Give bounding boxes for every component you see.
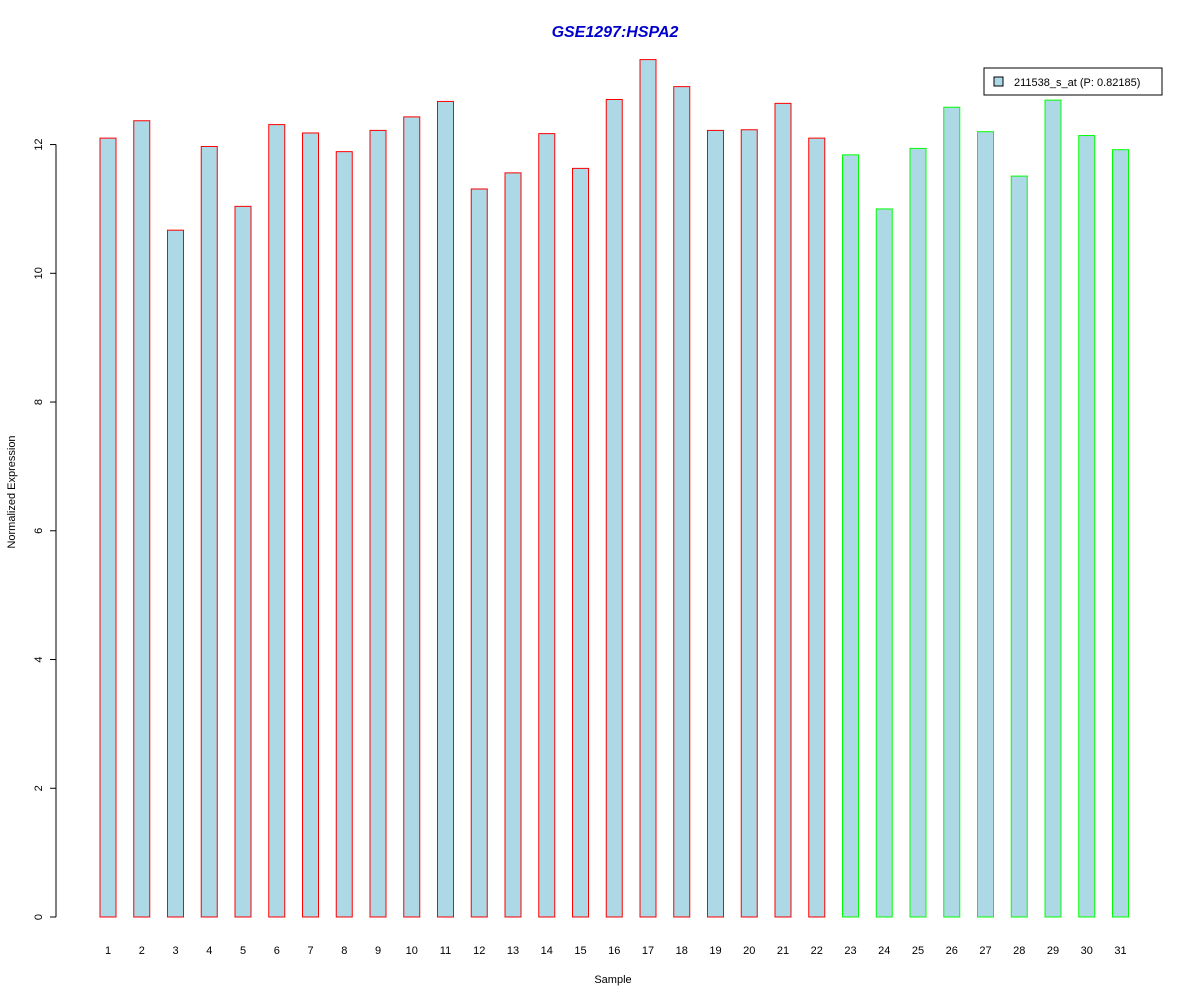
bar-sample-13: [504, 172, 522, 918]
x-tick-label: 23: [844, 945, 856, 957]
legend-box: [983, 67, 1163, 96]
bar-sample-20: [740, 129, 758, 918]
x-tick-label: 31: [1114, 945, 1126, 957]
bar-sample-31: [1112, 149, 1129, 918]
y-axis-label: Normalized Expression: [6, 435, 18, 548]
y-axis: 0 2 4 6 8 10 12: [33, 138, 57, 920]
x-tick-label: 17: [642, 945, 654, 957]
x-tick-label: 19: [709, 945, 721, 957]
x-tick-label: 5: [240, 945, 246, 957]
bar-sample-7: [302, 132, 319, 918]
bar-sample-17: [639, 59, 657, 918]
x-tick-label: 14: [541, 945, 553, 957]
x-tick-label: 8: [341, 945, 347, 957]
y-tick-label: 4: [33, 656, 45, 662]
bar-sample-5: [234, 205, 252, 918]
chart-title: GSE1297:HSPA2: [552, 24, 679, 41]
bar-sample-24: [875, 208, 893, 918]
bar-sample-22: [808, 137, 826, 918]
x-tick-label: 12: [473, 945, 485, 957]
bar-sample-27: [977, 131, 994, 918]
x-tick-label: 1: [105, 945, 111, 957]
x-tick-label: 27: [979, 945, 991, 957]
bar-sample-14: [538, 133, 556, 918]
bar-sample-25: [909, 147, 927, 918]
y-tick-label: 0: [33, 914, 45, 920]
x-tick-label: 28: [1013, 945, 1025, 957]
x-tick-label: 2: [139, 945, 145, 957]
x-tick-label: 7: [307, 945, 313, 957]
x-tick-label: 3: [172, 945, 178, 957]
y-tick-label: 12: [33, 138, 45, 150]
bar-sample-1: [99, 137, 117, 918]
x-tick-label: 20: [743, 945, 755, 957]
bar-sample-2: [133, 120, 151, 918]
bar-sample-19: [707, 129, 724, 918]
bar-sample-9: [369, 129, 387, 918]
x-tick-label: 16: [608, 945, 620, 957]
x-tick-label: 9: [375, 945, 381, 957]
x-tick-label: 26: [946, 945, 958, 957]
bar-sample-4: [200, 145, 218, 918]
x-tick-label: 24: [878, 945, 890, 957]
legend-swatch: [993, 76, 1004, 87]
bar-sample-28: [1010, 175, 1028, 918]
bars: [99, 59, 1129, 918]
x-axis-label: Sample: [594, 974, 631, 986]
x-tick-label: 6: [274, 945, 280, 957]
legend-label: 211538_s_at (P: 0.82185): [1014, 77, 1140, 89]
bar-sample-15: [572, 167, 589, 918]
x-tick-label: 13: [507, 945, 519, 957]
y-tick-label: 10: [33, 267, 45, 279]
bar-sample-8: [335, 151, 353, 918]
x-tick-label: 18: [676, 945, 688, 957]
bar-sample-26: [943, 106, 961, 918]
x-tick-label: 11: [440, 945, 451, 957]
bar-sample-11: [437, 100, 454, 918]
x-tick-label: 22: [811, 945, 823, 957]
bar-sample-16: [605, 99, 623, 918]
x-tick-label: 29: [1047, 945, 1059, 957]
x-axis-tick-labels: 1 2 3 4 5 6 7 8 9 10 11 12 13 14 15 16 17 18 19 20 21 22 23 24 2…: [105, 945, 1127, 957]
bar-sample-10: [403, 116, 421, 918]
bar-sample-23: [842, 154, 859, 918]
x-tick-label: 25: [912, 945, 924, 957]
x-tick-label: 4: [206, 945, 212, 957]
bar-sample-30: [1078, 135, 1096, 918]
bar-sample-3: [167, 229, 184, 918]
y-tick-label: 2: [33, 785, 45, 791]
x-tick-label: 21: [777, 945, 789, 957]
bar-sample-6: [268, 124, 286, 918]
y-tick-label: 8: [33, 399, 45, 405]
legend: 211538_s_at (P: 0.82185): [983, 67, 1163, 96]
x-tick-label: 10: [406, 945, 418, 957]
bar-sample-18: [673, 86, 691, 918]
bar-sample-12: [470, 188, 488, 918]
bar-sample-29: [1044, 99, 1062, 918]
bar-sample-21: [774, 102, 792, 918]
y-tick-label: 6: [33, 528, 45, 534]
x-tick-label: 15: [574, 945, 586, 957]
x-tick-label: 30: [1081, 945, 1093, 957]
